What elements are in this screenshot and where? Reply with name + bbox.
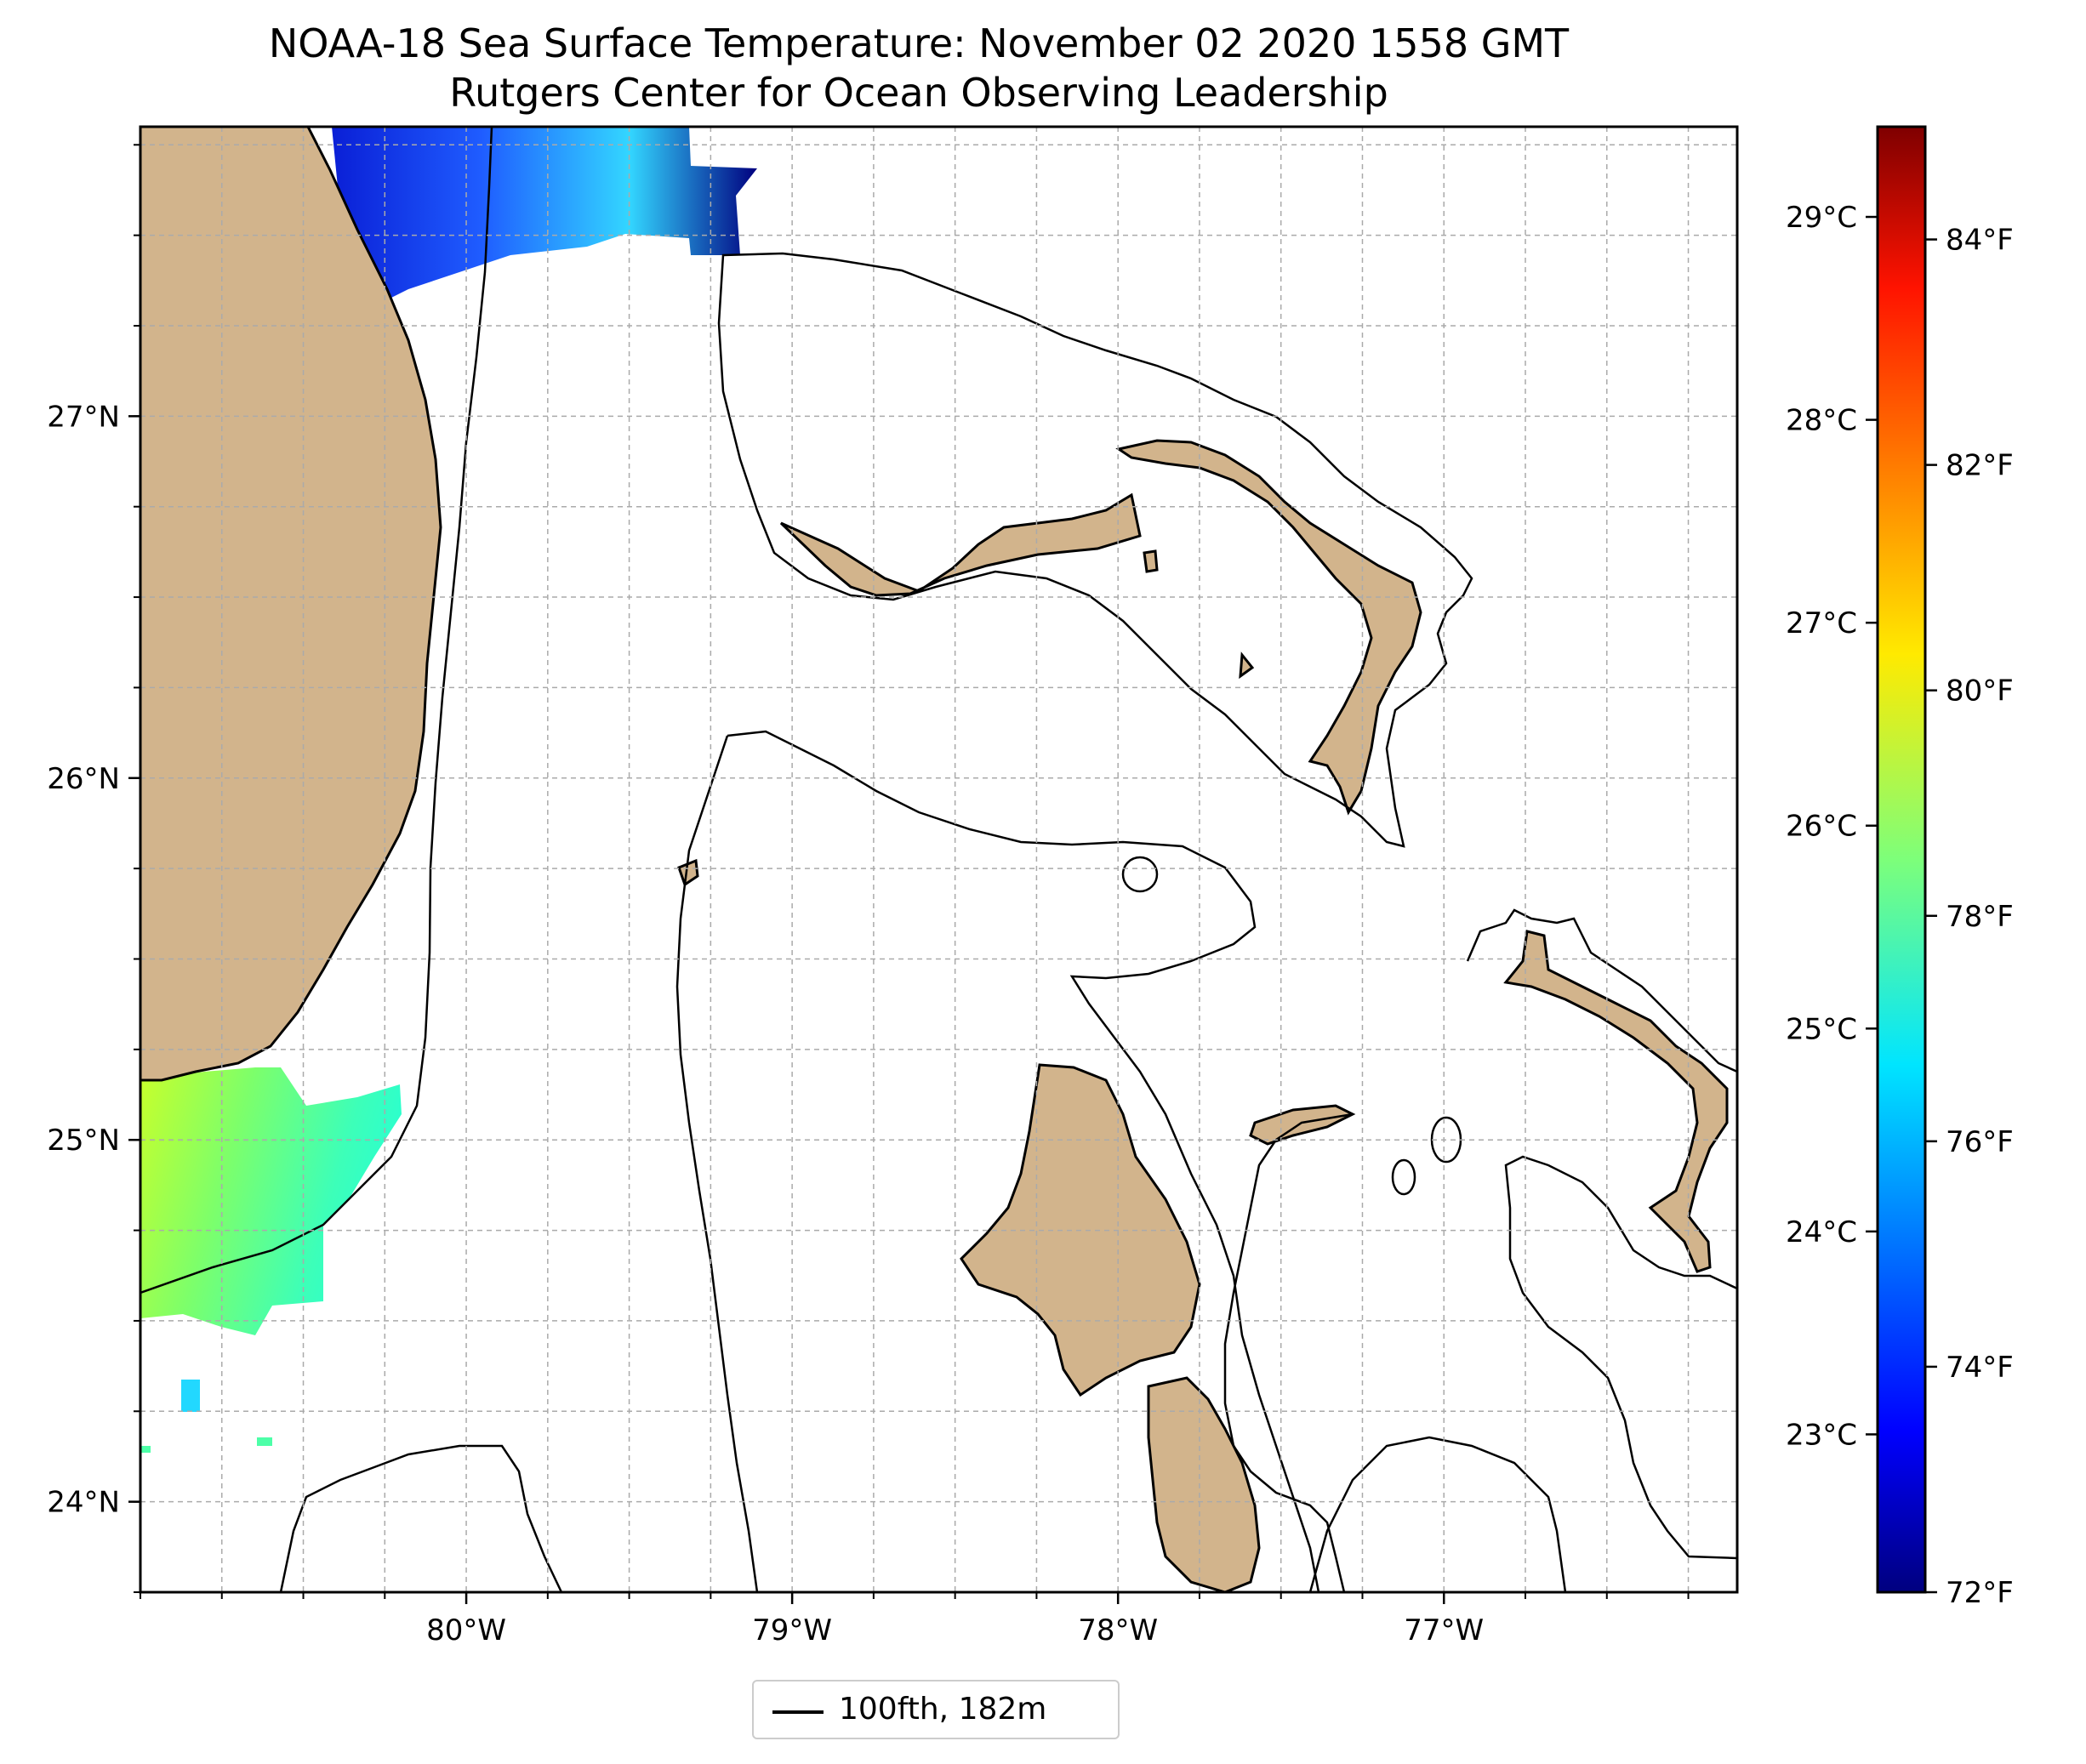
cay-1 (1143, 549, 1159, 573)
lat-tick-label: 25°N (47, 1124, 120, 1158)
grand-bahama (779, 492, 1142, 597)
lon-tick-label: 79°W (752, 1613, 832, 1647)
longitude-axis: 80°W 79°W 78°W 77°W (140, 1592, 1690, 1647)
lat-tick-label: 26°N (47, 762, 120, 796)
andros-south (1147, 1376, 1261, 1592)
sst-speck-1 (181, 1380, 200, 1412)
colorbar-f-tick-label: 84°F (1946, 224, 2014, 258)
colorbar-f-tick-label: 82°F (1946, 449, 2014, 483)
colorbar-c-tick-label: 28°C (1786, 404, 1857, 438)
lon-tick-label: 80°W (426, 1613, 506, 1647)
colorbar-c-tick-label: 27°C (1786, 606, 1857, 640)
colorbar (1876, 125, 1927, 1594)
map-title: NOAA-18 Sea Surface Temperature: Novembe… (268, 20, 1570, 66)
lon-tick-label: 77°W (1404, 1613, 1484, 1647)
isobath-exuma-sound (1504, 1155, 1737, 1560)
colorbar-f-tick-label: 74°F (1946, 1351, 2014, 1385)
florida-peninsula (140, 127, 442, 1082)
colorbar-f-tick-label: 76°F (1946, 1125, 2014, 1159)
isobath-florida-shelf (140, 127, 493, 1295)
sst-speck-3 (140, 1446, 151, 1453)
colorbar-fahrenheit-axis: 72°F 74°F 76°F 78°F 80°F 82°F 84°F (1925, 224, 2014, 1610)
lat-tick-label: 24°N (47, 1486, 120, 1520)
colorbar-c-tick-label: 23°C (1786, 1418, 1857, 1452)
gridlines (140, 127, 1737, 1592)
legend-line-swatch (772, 1710, 824, 1714)
colorbar-c-tick-label: 25°C (1786, 1012, 1857, 1046)
colorbar-f-tick-label: 78°F (1946, 900, 2014, 934)
isobath-layer (140, 127, 1737, 1592)
map-frame (139, 125, 1739, 1594)
latitude-axis: 24°N 25°N 26°N 27°N (47, 144, 140, 1593)
cay-2 (1239, 652, 1255, 680)
isobath-cay-sal (279, 1444, 563, 1592)
isobath-andros-east (1223, 1112, 1354, 1592)
colorbar-celsius-axis: 23°C 24°C 25°C 26°C 27°C 28°C 29°C (1786, 201, 1878, 1452)
isobath-bank-ellipse-3 (1121, 856, 1159, 893)
berry-islands (1249, 1104, 1356, 1146)
sst-speck-2 (257, 1437, 272, 1446)
isobath-tongue-of-ocean (1308, 1436, 1567, 1592)
legend-label: 100fth, 182m (839, 1692, 1047, 1727)
isobath-eleuthera (1466, 908, 1737, 1073)
colorbar-f-tick-label: 72°F (1946, 1576, 2014, 1610)
isobath-little-bahama-bank (717, 252, 1473, 848)
land-layer (140, 127, 1729, 1592)
eleuthera-island (1503, 930, 1729, 1273)
lat-tick-label: 27°N (47, 400, 120, 434)
legend: 100fth, 182m (752, 1680, 1120, 1739)
abaco-islands (1115, 439, 1422, 816)
sst-patch-south (140, 1067, 402, 1335)
map-subtitle: Rutgers Center for Ocean Observing Leade… (449, 70, 1388, 116)
colorbar-f-tick-label: 80°F (1946, 674, 2014, 708)
sst-patch-north (332, 127, 757, 302)
isobath-bank-ellipse-2 (1391, 1158, 1416, 1196)
bimini-islet (677, 858, 699, 887)
colorbar-c-tick-label: 29°C (1786, 201, 1857, 235)
isobath-andros-west (675, 735, 759, 1592)
colorbar-c-tick-label: 24°C (1786, 1215, 1857, 1249)
lon-tick-label: 78°W (1078, 1613, 1158, 1647)
colorbar-c-tick-label: 26°C (1786, 810, 1857, 844)
isobath-great-bahama-bank (727, 730, 1320, 1592)
